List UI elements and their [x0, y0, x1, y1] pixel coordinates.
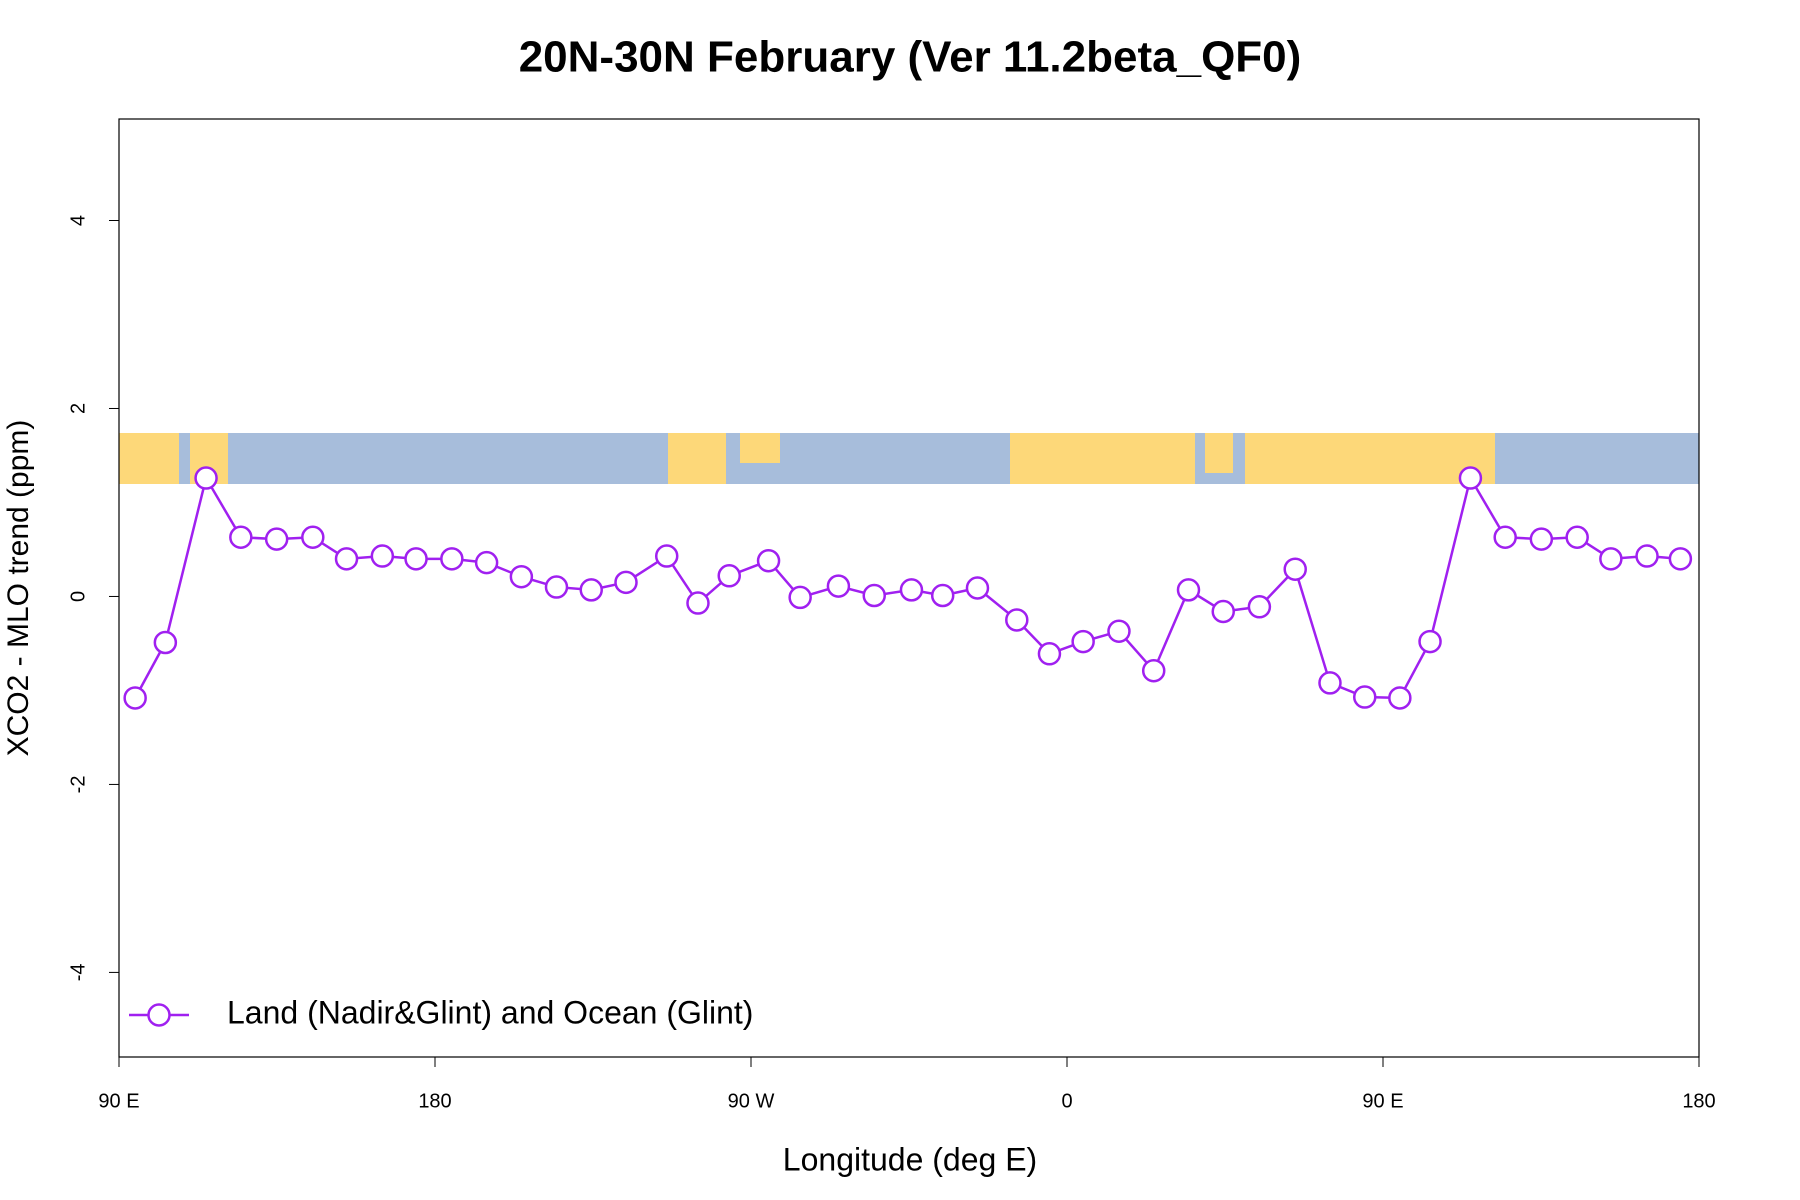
point [1071, 629, 1095, 654]
point [579, 578, 603, 602]
y-tick-label: 2 [67, 403, 89, 414]
point [965, 576, 990, 600]
x-tick-label: 90 W [728, 1090, 775, 1112]
point [1635, 544, 1659, 568]
point [614, 570, 638, 595]
point [826, 574, 851, 598]
point [301, 525, 325, 549]
x-tick-label: 180 [1682, 1090, 1715, 1112]
point [509, 564, 534, 589]
map-land [1245, 433, 1495, 484]
map-band [119, 433, 1699, 484]
legend-label: Land (Nadir&Glint) and Ocean (Glint) [227, 994, 753, 1030]
point [1388, 686, 1412, 710]
point [756, 548, 781, 573]
y-tick-label: -2 [67, 776, 89, 794]
point [1458, 466, 1483, 490]
legend-marker [147, 1003, 171, 1027]
map-land [1205, 433, 1233, 473]
point [264, 527, 289, 551]
point [1318, 671, 1342, 695]
point [440, 547, 464, 571]
x-tick-label: 90 E [98, 1090, 139, 1112]
point [1283, 557, 1307, 581]
point [1565, 525, 1589, 549]
point [1141, 658, 1166, 683]
point [1247, 595, 1272, 619]
point [1107, 619, 1131, 643]
x-tick-label: 180 [418, 1090, 451, 1112]
point [404, 547, 428, 571]
map-land [668, 433, 726, 484]
point [1352, 685, 1377, 709]
point [788, 585, 812, 610]
point [654, 544, 679, 568]
x-tick-label: 90 E [1362, 1090, 1403, 1112]
point [930, 583, 955, 608]
plot-frame [118, 118, 1700, 1058]
y-axis-label: XCO2 - MLO trend (ppm) [2, 420, 35, 757]
point [1005, 608, 1029, 632]
point [899, 578, 924, 602]
point [229, 525, 253, 549]
point [123, 686, 147, 710]
point [1176, 578, 1201, 602]
y-tick-label: 4 [67, 215, 89, 226]
point [1668, 547, 1693, 571]
point [1211, 599, 1235, 624]
y-tick-label: 0 [67, 591, 89, 602]
point [1037, 642, 1062, 666]
point [862, 583, 886, 608]
map-land [119, 433, 179, 484]
x-axis-label: Longitude (deg E) [783, 1141, 1037, 1177]
point [1529, 527, 1554, 551]
point [1418, 629, 1442, 654]
chart-title: 20N-30N February (Ver 11.2beta_QF0) [519, 33, 1302, 82]
y-tick-label: -4 [67, 964, 89, 982]
x-tick-label: 0 [1061, 1090, 1072, 1112]
map-land [1010, 433, 1195, 484]
map-land [740, 433, 780, 463]
point [1599, 547, 1623, 571]
point [686, 591, 710, 615]
point [334, 547, 359, 571]
point [544, 575, 569, 599]
point [717, 564, 741, 588]
point [194, 466, 218, 490]
point [474, 550, 499, 575]
point [153, 630, 178, 655]
point [1493, 525, 1517, 549]
point [370, 544, 395, 568]
